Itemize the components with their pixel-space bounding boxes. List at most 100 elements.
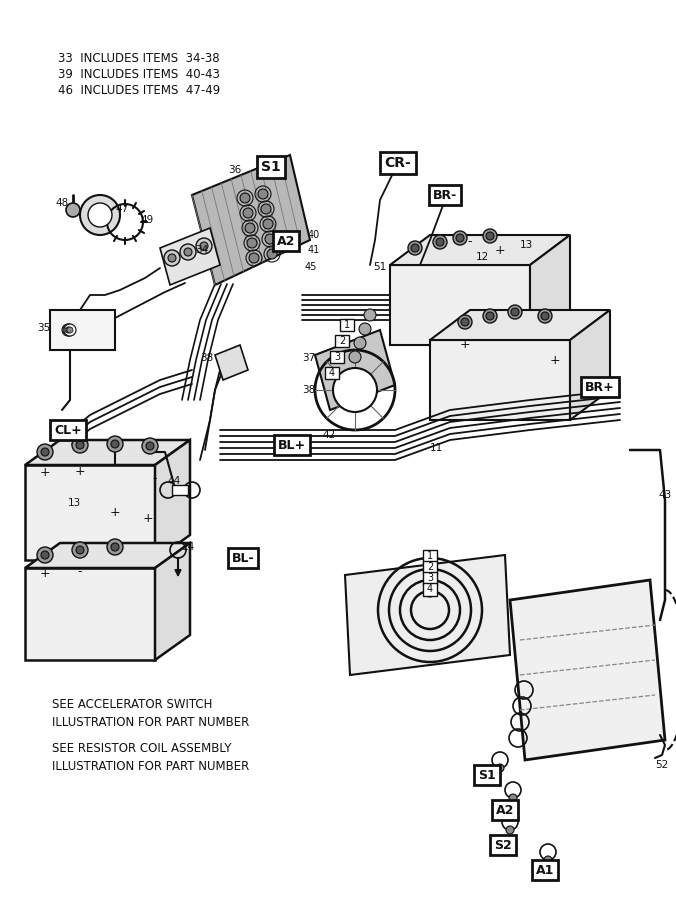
- Text: 35: 35: [37, 323, 50, 333]
- Text: BL+: BL+: [278, 439, 306, 452]
- Circle shape: [424, 585, 436, 597]
- Text: +: +: [495, 243, 506, 256]
- Circle shape: [41, 551, 49, 559]
- Circle shape: [509, 794, 517, 802]
- Text: +: +: [460, 338, 470, 350]
- Circle shape: [164, 250, 180, 266]
- Circle shape: [458, 315, 472, 329]
- Polygon shape: [160, 228, 220, 285]
- Text: +: +: [40, 567, 50, 580]
- Circle shape: [433, 235, 447, 249]
- Polygon shape: [215, 345, 248, 380]
- Circle shape: [408, 241, 422, 255]
- Text: 36: 36: [228, 165, 241, 175]
- Circle shape: [41, 448, 49, 456]
- Circle shape: [364, 309, 376, 321]
- Circle shape: [453, 231, 467, 245]
- Polygon shape: [25, 543, 190, 568]
- Text: SEE ACCELERATOR SWITCH: SEE ACCELERATOR SWITCH: [52, 698, 212, 711]
- Circle shape: [111, 440, 119, 448]
- Text: 4: 4: [329, 368, 335, 378]
- Text: 33  INCLUDES ITEMS  34-38: 33 INCLUDES ITEMS 34-38: [58, 52, 220, 65]
- Text: 38: 38: [302, 385, 315, 395]
- Text: +: +: [550, 354, 560, 367]
- Text: ILLUSTRATION FOR PART NUMBER: ILLUSTRATION FOR PART NUMBER: [52, 716, 249, 729]
- Bar: [423, 561, 437, 574]
- Bar: [423, 572, 437, 585]
- Text: +: +: [110, 506, 120, 519]
- Circle shape: [72, 542, 88, 558]
- Circle shape: [37, 547, 53, 563]
- Text: 37: 37: [302, 353, 315, 363]
- Text: 1: 1: [344, 320, 350, 330]
- Circle shape: [247, 238, 257, 248]
- Text: 48: 48: [55, 198, 68, 208]
- Circle shape: [456, 234, 464, 242]
- Text: 12: 12: [476, 252, 489, 262]
- Text: +: +: [143, 511, 153, 525]
- Text: -: -: [78, 565, 82, 578]
- Text: 11: 11: [430, 443, 443, 453]
- Text: A1: A1: [536, 863, 554, 877]
- Circle shape: [424, 563, 436, 575]
- Circle shape: [37, 444, 53, 460]
- Text: 39  INCLUDES ITEMS  40-43: 39 INCLUDES ITEMS 40-43: [58, 68, 220, 81]
- Text: S2: S2: [494, 839, 512, 852]
- Circle shape: [107, 436, 123, 452]
- Text: 4: 4: [427, 584, 433, 594]
- Text: 2: 2: [339, 336, 345, 346]
- Text: CR-: CR-: [385, 156, 412, 170]
- Circle shape: [265, 234, 275, 244]
- Circle shape: [461, 318, 469, 326]
- Circle shape: [76, 441, 84, 449]
- Circle shape: [511, 308, 519, 316]
- Bar: [330, 351, 344, 363]
- Text: A2: A2: [496, 804, 514, 816]
- Circle shape: [72, 437, 88, 453]
- Bar: [340, 319, 354, 331]
- Text: 42: 42: [322, 430, 335, 440]
- Text: 3: 3: [427, 573, 433, 583]
- Circle shape: [200, 242, 208, 250]
- Circle shape: [486, 312, 494, 320]
- Circle shape: [359, 323, 371, 335]
- Text: 14: 14: [182, 542, 195, 552]
- Polygon shape: [155, 543, 190, 660]
- Circle shape: [506, 826, 514, 834]
- Circle shape: [333, 368, 377, 412]
- Polygon shape: [530, 235, 570, 345]
- Circle shape: [67, 327, 73, 333]
- Text: A2: A2: [276, 234, 295, 247]
- Polygon shape: [25, 440, 190, 465]
- Circle shape: [240, 193, 250, 203]
- Circle shape: [76, 546, 84, 554]
- Polygon shape: [430, 340, 570, 420]
- Circle shape: [483, 229, 497, 243]
- Circle shape: [508, 305, 522, 319]
- Text: 47: 47: [115, 204, 128, 214]
- Text: 2: 2: [427, 562, 433, 572]
- Text: -: -: [468, 235, 473, 249]
- Text: 34: 34: [195, 245, 208, 255]
- Circle shape: [245, 223, 255, 233]
- Bar: [423, 550, 437, 563]
- Text: 38: 38: [200, 353, 213, 363]
- Text: S1: S1: [261, 160, 281, 174]
- Polygon shape: [390, 235, 570, 265]
- Text: BL-: BL-: [232, 551, 254, 565]
- Circle shape: [436, 238, 444, 246]
- Bar: [172, 485, 188, 495]
- Circle shape: [424, 552, 436, 564]
- Polygon shape: [25, 465, 155, 560]
- Text: SEE RESISTOR COIL ASSEMBLY: SEE RESISTOR COIL ASSEMBLY: [52, 742, 231, 755]
- Circle shape: [261, 204, 271, 214]
- Polygon shape: [510, 580, 665, 760]
- Text: BR+: BR+: [585, 380, 615, 394]
- Circle shape: [544, 856, 552, 864]
- Circle shape: [66, 327, 72, 333]
- Bar: [325, 367, 339, 379]
- Text: +: +: [74, 465, 85, 478]
- Circle shape: [66, 203, 80, 217]
- Circle shape: [64, 324, 76, 336]
- Bar: [335, 335, 349, 347]
